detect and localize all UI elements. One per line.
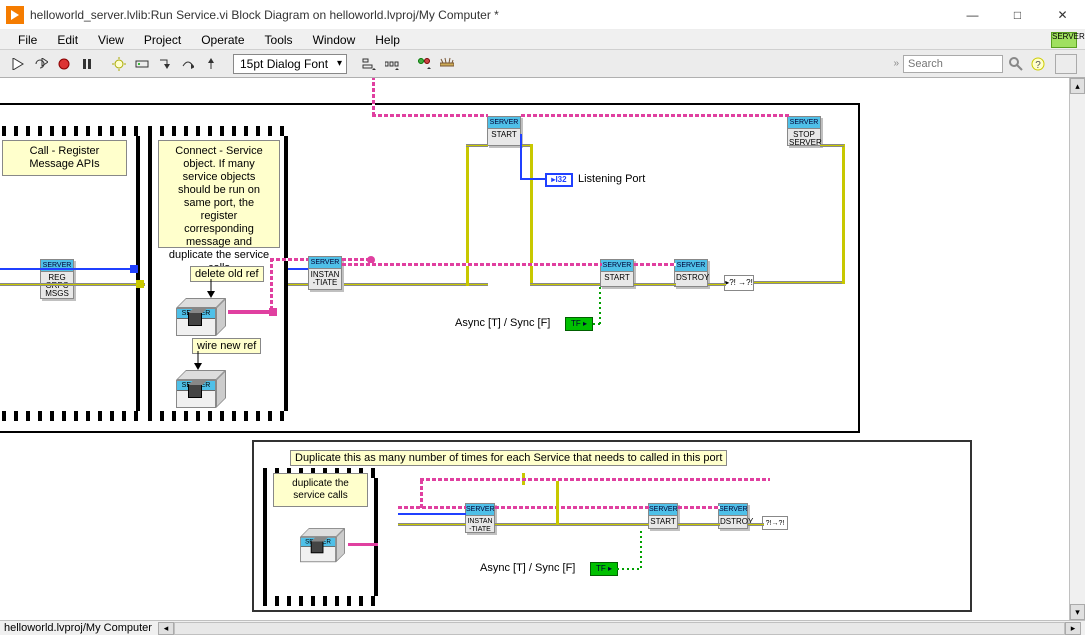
align-button[interactable] [359, 54, 379, 74]
block-diagram-canvas[interactable]: Call - Register Message APIs SERVER REG … [0, 78, 1085, 620]
minimize-button[interactable]: — [950, 0, 995, 30]
step-out-button[interactable] [201, 54, 221, 74]
delete-ref-label: delete old ref [190, 266, 264, 282]
search-go-icon[interactable] [1007, 55, 1025, 73]
title-bar: helloworld_server.lvlib:Run Service.vi B… [0, 0, 1085, 30]
menu-window[interactable]: Window [303, 31, 366, 49]
reorder-button[interactable] [437, 54, 457, 74]
menu-edit[interactable]: Edit [47, 31, 88, 49]
menu-help[interactable]: Help [365, 31, 410, 49]
hscroll-left[interactable]: ◂ [158, 622, 174, 635]
icon-editor[interactable] [1055, 54, 1077, 74]
distribute-button[interactable] [382, 54, 402, 74]
retain-wire-button[interactable] [132, 54, 152, 74]
menu-operate[interactable]: Operate [191, 31, 254, 49]
status-bar: helloworld.lvproj/My Computer ◂ ▸ [0, 620, 1085, 635]
dup-node-destroy[interactable]: SERVER DSTROY [718, 503, 748, 529]
dup-node-merge[interactable]: ?!→?! [762, 516, 788, 530]
cleanup-button[interactable] [414, 54, 434, 74]
maximize-button[interactable]: □ [995, 0, 1040, 30]
font-selector[interactable]: 15pt Dialog Font [233, 54, 347, 74]
search-icon: » [893, 58, 899, 69]
frame1-comment: Call - Register Message APIs [2, 140, 127, 176]
context-icon[interactable]: SERVER [1051, 32, 1077, 48]
status-path: helloworld.lvproj/My Computer [4, 622, 152, 634]
close-button[interactable]: ✕ [1040, 0, 1085, 30]
step-into-button[interactable] [155, 54, 175, 74]
hscroll-track[interactable] [174, 622, 1065, 635]
async-label: Async [T] / Sync [F] [455, 317, 550, 329]
node-server-start-top[interactable]: SERVER START [487, 116, 521, 146]
node-start[interactable]: SERVER START [600, 259, 634, 287]
dup-frame-text: duplicate the service calls [273, 473, 368, 507]
abort-button[interactable] [54, 54, 74, 74]
dup-async-label: Async [T] / Sync [F] [480, 562, 575, 574]
frame2-comment: Connect - Service object. If many servic… [158, 140, 280, 248]
help-icon[interactable]: ? [1029, 55, 1047, 73]
node-merge-errors[interactable]: ▸?! →?! [724, 275, 754, 291]
menu-view[interactable]: View [88, 31, 134, 49]
app-icon [6, 6, 24, 24]
dup-node-start[interactable]: SERVER START [648, 503, 678, 529]
node-server-stop[interactable]: SERVER STOP SERVER [787, 116, 821, 146]
step-over-button[interactable] [178, 54, 198, 74]
run-continuous-button[interactable] [31, 54, 51, 74]
node-instantiate[interactable]: SERVER INSTAN -TIATE [308, 256, 342, 290]
async-tf-terminal[interactable]: TF ▸ [565, 317, 593, 331]
duplicate-label: Duplicate this as many number of times f… [290, 450, 727, 466]
highlight-button[interactable] [109, 54, 129, 74]
node-reg-msgs[interactable]: SERVER REG GRPC MSGS [40, 259, 74, 299]
vertical-scrollbar[interactable]: ▴ ▾ [1069, 78, 1085, 620]
menu-file[interactable]: File [8, 31, 47, 49]
toolbar: 15pt Dialog Font » ? [0, 50, 1085, 78]
menu-bar: File Edit View Project Operate Tools Win… [0, 30, 1085, 50]
dup-node-instantiate[interactable]: SERVER INSTAN -TIATE [465, 503, 495, 533]
search-input[interactable] [903, 55, 1003, 73]
scroll-down[interactable]: ▾ [1070, 604, 1085, 620]
dup-async-tf[interactable]: TF ▸ [590, 562, 618, 576]
run-button[interactable] [8, 54, 28, 74]
menu-tools[interactable]: Tools [255, 31, 303, 49]
pause-button[interactable] [77, 54, 97, 74]
svg-text:?: ? [1035, 60, 1041, 71]
scroll-up[interactable]: ▴ [1070, 78, 1085, 94]
node-destroy[interactable]: SERVER DSTROY [674, 259, 708, 287]
window-title: helloworld_server.lvlib:Run Service.vi B… [30, 8, 950, 22]
listening-port-terminal[interactable]: ▸I32 [545, 173, 573, 187]
hscroll-right[interactable]: ▸ [1065, 622, 1081, 635]
menu-project[interactable]: Project [134, 31, 191, 49]
listening-port-label: Listening Port [578, 173, 645, 185]
